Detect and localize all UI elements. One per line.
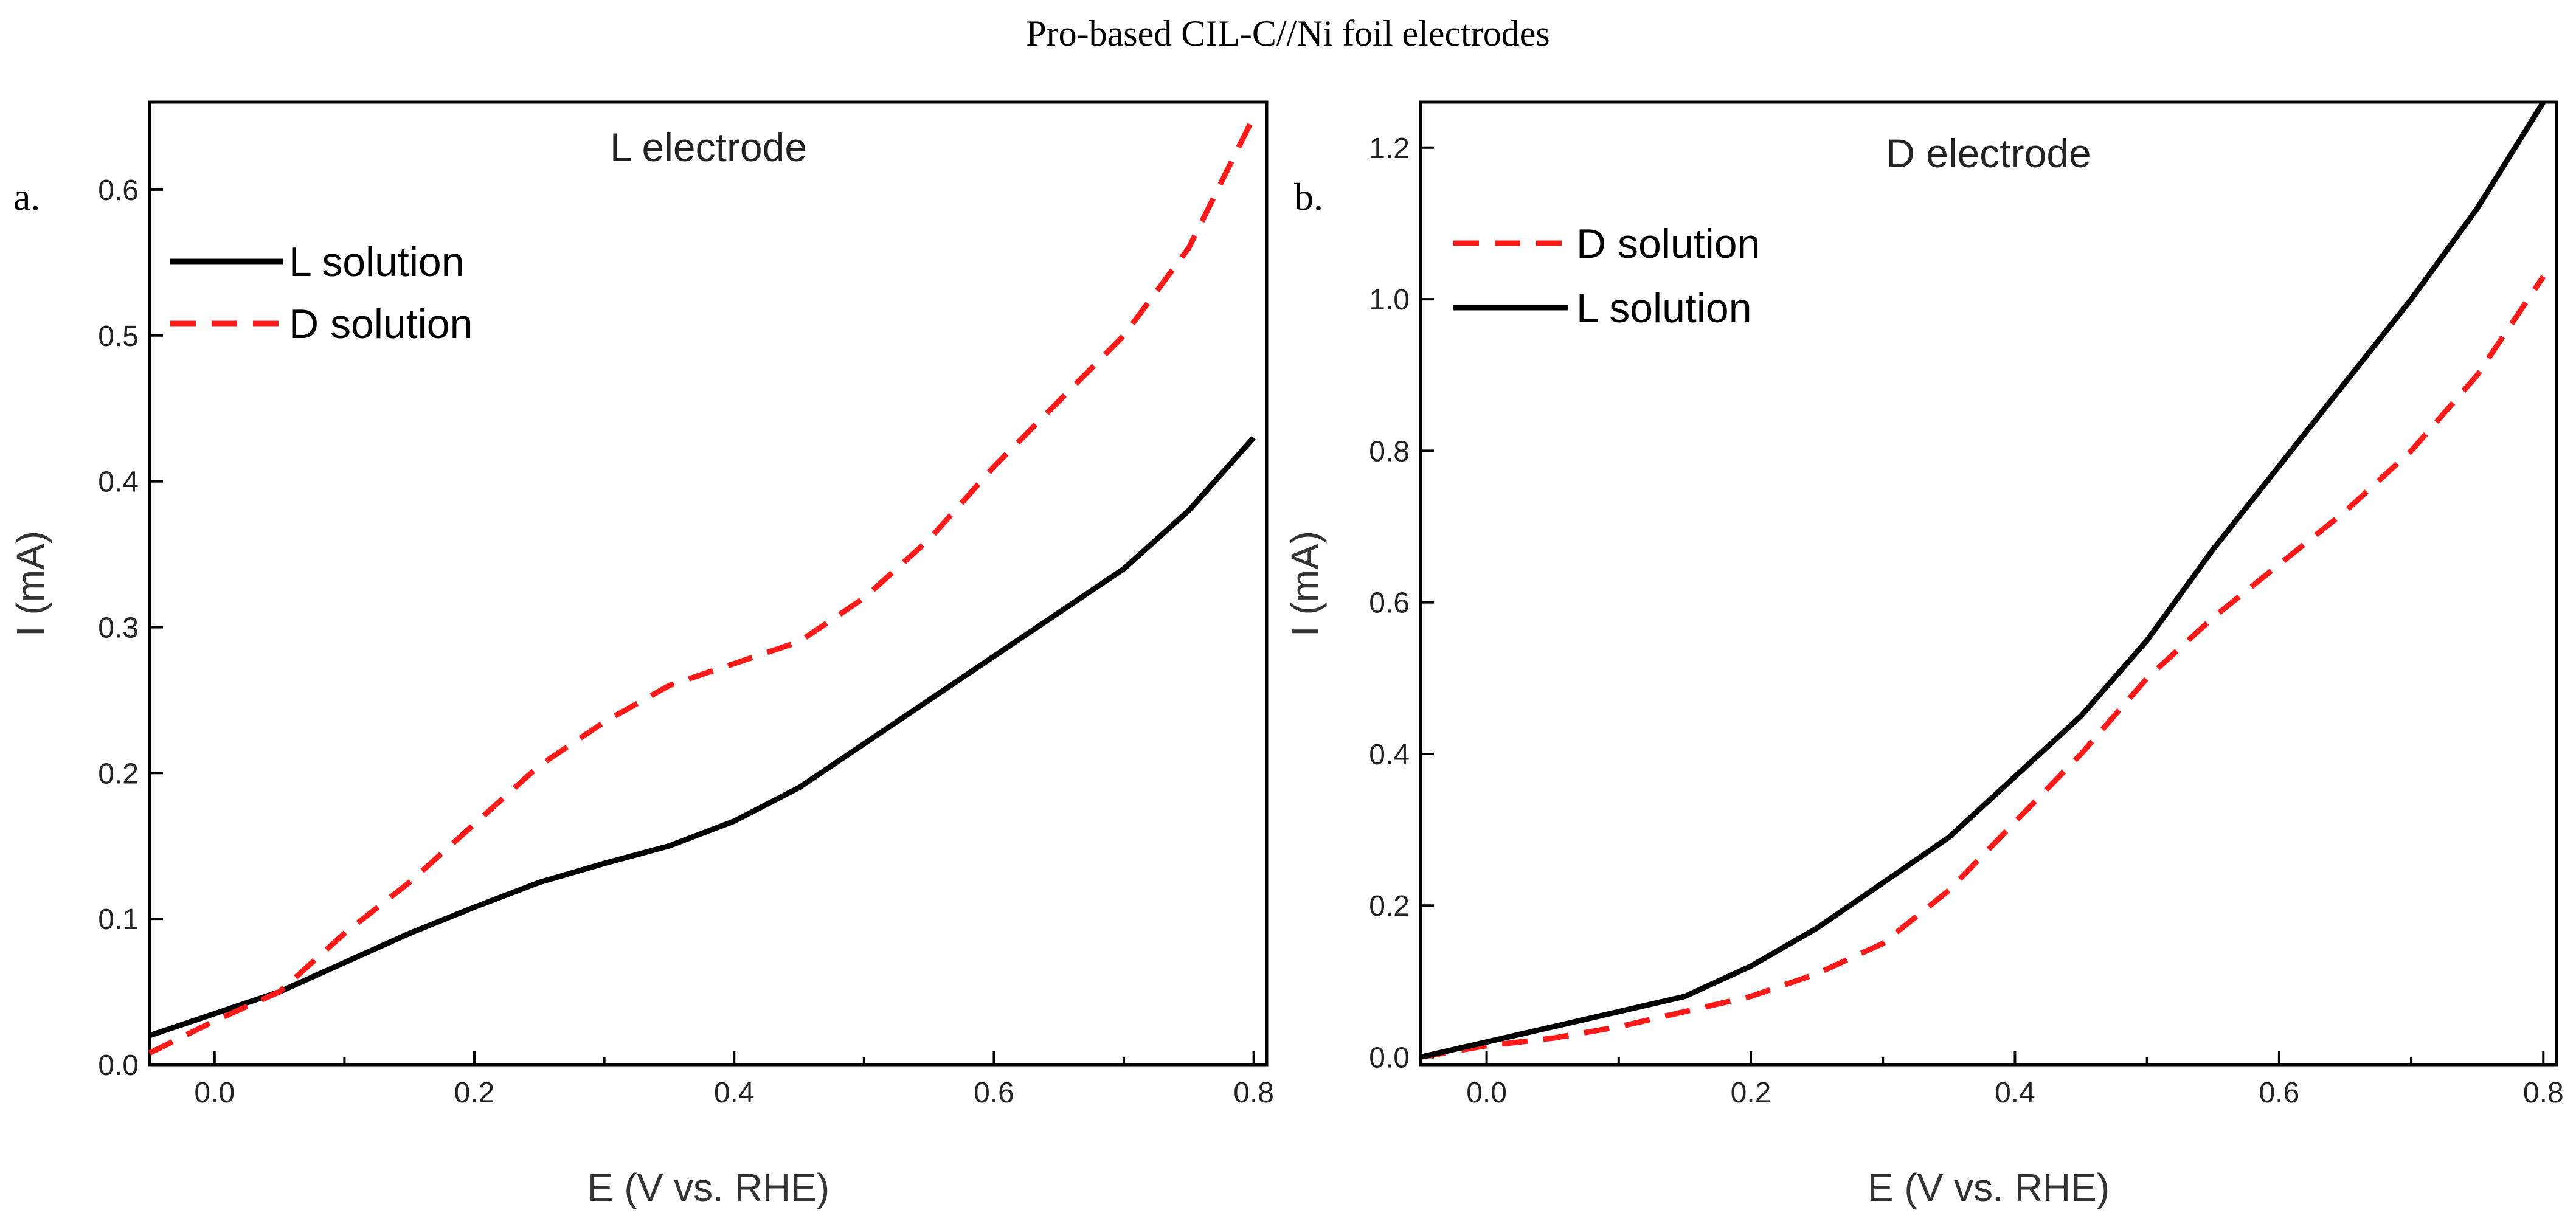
y-tick-label: 0.8: [1369, 435, 1410, 468]
y-tick-label: 0.2: [1369, 890, 1410, 922]
panel-a-x-axis-label: E (V vs. RHE): [587, 1166, 829, 1209]
y-tick-label: 1.2: [1369, 133, 1410, 165]
panel-a-ticks: 0.0 0.2 0.4 0.6 0.8 0.0 0.1 0.2 0.3 0.4 0.5 0.6: [98, 175, 1274, 1109]
x-tick-label: 0.6: [974, 1077, 1014, 1109]
y-tick-label: 0.6: [98, 175, 139, 207]
x-tick-label: 0.8: [1233, 1077, 1274, 1109]
panel-a-legend: L solution D solution: [170, 239, 473, 347]
x-tick-label: 0.0: [194, 1077, 235, 1109]
y-tick-label: 0.1: [98, 904, 139, 936]
y-tick-label: 0.4: [98, 466, 139, 499]
y-tick-label: 0.6: [1369, 587, 1410, 620]
series-line-d-solution: [1420, 275, 2546, 1060]
panel-b-x-axis-label: E (V vs. RHE): [1868, 1166, 2110, 1209]
panel-b-legend: D solution L solution: [1453, 221, 1760, 331]
series-line-l-solution: [148, 435, 1256, 1039]
series-line-d-solution: [148, 116, 1256, 1056]
panel-b-y-axis-label: I (mA): [1283, 531, 1327, 637]
y-tick-label: 0.0: [1369, 1042, 1410, 1074]
x-tick-label: 0.2: [454, 1077, 495, 1109]
panel-b-ticks: 0.0 0.2 0.4 0.6 0.8 0.0 0.2 0.4 0.6 0.8 1.0 1.2: [1369, 133, 2563, 1109]
figure-title: Pro-based CIL-C//Ni foil electrodes: [1026, 13, 1549, 54]
y-tick-label: 0.5: [98, 320, 139, 353]
x-tick-label: 0.4: [714, 1077, 755, 1109]
x-tick-label: 0.6: [2259, 1077, 2299, 1109]
y-tick-label: 0.3: [98, 612, 139, 644]
panel-b-title: D electrode: [1886, 131, 2091, 176]
x-tick-label: 0.2: [1731, 1077, 1771, 1109]
panel-a-label: a.: [13, 175, 40, 218]
panel-b-series: [1419, 100, 2546, 1060]
x-tick-label: 0.8: [2523, 1077, 2564, 1109]
y-tick-label: 0.2: [98, 758, 139, 790]
panel-b: b. D electrode I (mA) E (V vs. RHE) 0.0 0…: [1283, 100, 2564, 1209]
panel-a-series: [148, 116, 1256, 1056]
panel-b-label: b.: [1294, 175, 1323, 218]
legend-label-d-solution: D solution: [289, 301, 473, 347]
y-tick-label: 1.0: [1369, 284, 1410, 316]
panel-b-plot-frame: [1419, 100, 2558, 1067]
x-tick-label: 0.4: [1995, 1077, 2035, 1109]
y-tick-label: 0.4: [1369, 739, 1410, 771]
legend-label-l-solution: L solution: [289, 239, 465, 285]
y-tick-label: 0.0: [98, 1049, 139, 1082]
panel-a-y-axis-label: I (mA): [9, 531, 52, 637]
legend-label-l-solution: L solution: [1576, 285, 1752, 331]
panel-a-title: L electrode: [610, 125, 807, 170]
panel-a: a. L electrode I (mA) E (V vs. RHE) 0.0 0…: [9, 100, 1274, 1209]
panel-a-plot-frame: [148, 100, 1269, 1067]
x-tick-label: 0.0: [1466, 1077, 1507, 1109]
series-line-l-solution: [1419, 100, 2546, 1060]
legend-label-d-solution: D solution: [1576, 221, 1760, 267]
